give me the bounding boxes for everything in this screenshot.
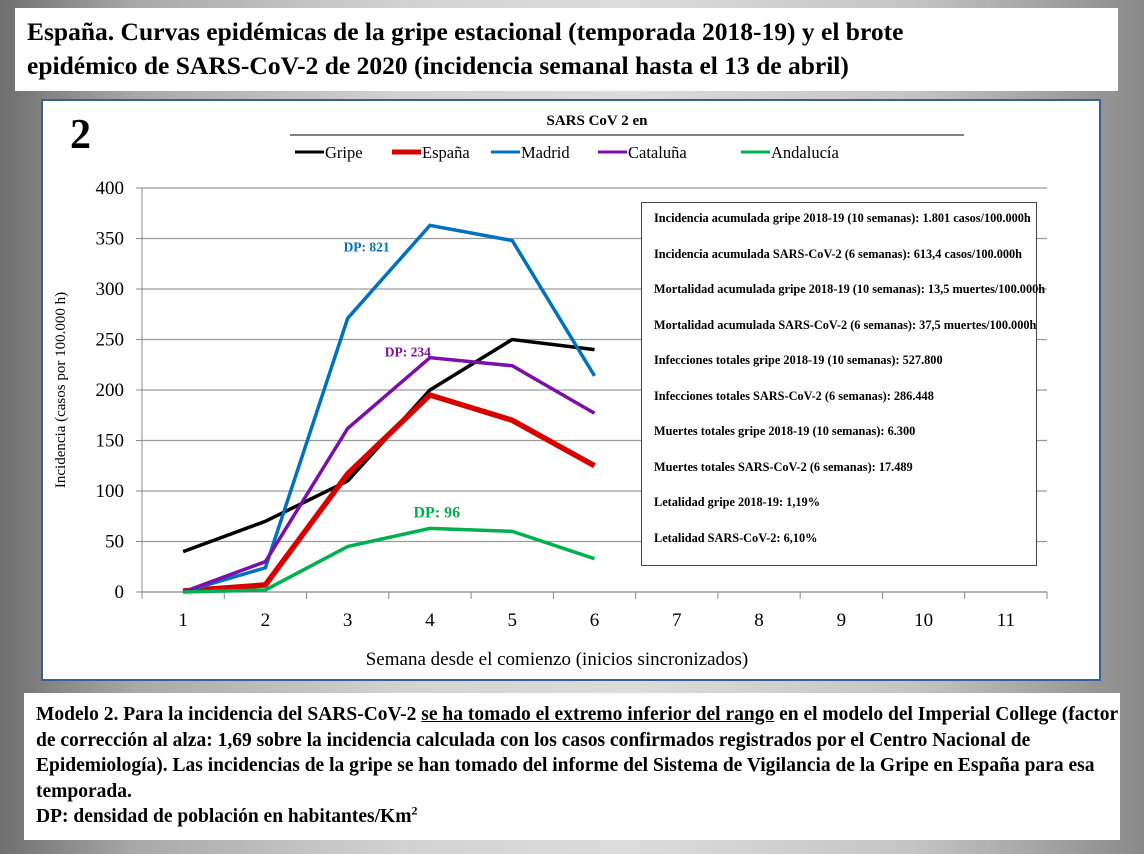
x-tick-labels: 1 2 3 4 5 6 7 8 9 10 11 (178, 610, 1015, 631)
y-axis-label: Incidencia (casos por 100.000 h) (53, 292, 69, 488)
stat-line: Infecciones totales gripe 2018-19 (10 se… (654, 353, 943, 367)
stat-line: Incidencia acumulada SARS-CoV-2 (6 seman… (654, 246, 1023, 261)
series-line-cataluña (182, 355, 596, 594)
stat-line: Muertes totales gripe 2018-19 (10 semana… (654, 424, 916, 438)
y-tick-label: 350 (96, 229, 125, 250)
caption-text-2: en el modelo del Imperial College (facto… (36, 704, 1118, 802)
legend-label: Andalucía (771, 143, 839, 162)
stat-line: Letalidad gripe 2018-19: 1,19% (654, 495, 821, 509)
stat-line: Muertes totales SARS-CoV-2 (6 semanas): … (654, 459, 913, 474)
x-tick-label: 5 (507, 610, 517, 631)
y-tick-label: 400 (96, 178, 125, 199)
series-line-madrid (182, 223, 596, 594)
y-tick-labels: 0 50 100 150 200 250 300 350 400 (96, 178, 125, 603)
stat-line: Mortalidad acumulada gripe 2018-19 (10 s… (654, 282, 1046, 296)
caption-box: Modelo 2. Para la incidencia del SARS-Co… (24, 693, 1120, 840)
y-tick-label: 0 (115, 582, 125, 603)
dp-note-superscript: 2 (411, 803, 418, 818)
annotations: DP: 821 DP: 234 DP: 96 (344, 240, 461, 522)
stat-line: Mortalidad acumulada SARS-CoV-2 (6 seman… (654, 317, 1037, 332)
legend-label: Madrid (521, 143, 570, 162)
stat-line: Infecciones totales SARS-CoV-2 (6 semana… (654, 388, 934, 403)
panel-number: 2 (70, 112, 91, 158)
title-line-1: España. Curvas epidémicas de la gripe es… (27, 17, 904, 46)
annotation-label: DP: 234 (385, 345, 431, 360)
annotation-label: DP: 96 (414, 504, 461, 521)
x-tick-label: 8 (754, 610, 764, 631)
x-tick-label: 9 (837, 610, 847, 631)
y-tick-label: 200 (96, 380, 125, 401)
annotation-label: DP: 821 (344, 240, 390, 255)
legend-label: Gripe (325, 143, 363, 162)
series-line-andalucía (183, 526, 596, 594)
chart-title: SARS CoV 2 en (547, 113, 649, 129)
series-line-españa (182, 391, 596, 594)
x-axis-label: Semana desde el comienzo (inicios sincro… (366, 649, 749, 670)
series-lines (182, 223, 596, 594)
caption-underlined: se ha tomado el extremo inferior del ran… (421, 704, 775, 725)
x-tick-label: 11 (997, 610, 1015, 631)
x-tick-label: 10 (914, 610, 933, 631)
y-tick-label: 100 (96, 481, 125, 502)
dp-note: DP: densidad de población en habitantes/… (36, 806, 412, 827)
legend: Gripe España Madrid Cataluña Andalucía (295, 143, 839, 162)
stat-line: Incidencia acumulada gripe 2018-19 (10 s… (654, 211, 1031, 225)
y-tick-label: 150 (96, 431, 125, 452)
legend-label: España (422, 143, 470, 162)
legend-label: Cataluña (628, 143, 687, 162)
summary-stats-box: Incidencia acumulada gripe 2018-19 (10 s… (641, 202, 1046, 566)
caption-text-1: Modelo 2. Para la incidencia del SARS-Co… (36, 704, 422, 725)
page-title: España. Curvas epidémicas de la gripe es… (15, 8, 1118, 91)
title-line-2: epidémico de SARS-CoV-2 de 2020 (inciden… (27, 51, 849, 80)
x-tick-label: 4 (425, 610, 435, 631)
axes (136, 187, 1048, 599)
series-line-gripe (182, 337, 595, 554)
y-tick-label: 300 (96, 279, 125, 300)
x-tick-label: 3 (343, 610, 353, 631)
x-tick-label: 7 (672, 610, 682, 631)
x-tick-label: 2 (261, 610, 271, 631)
y-tick-label: 50 (105, 532, 124, 553)
stat-line: Letalidad SARS-CoV-2: 6,10% (654, 530, 818, 545)
x-tick-label: 6 (590, 610, 600, 631)
x-tick-label: 1 (178, 610, 188, 631)
y-tick-label: 250 (96, 330, 125, 351)
